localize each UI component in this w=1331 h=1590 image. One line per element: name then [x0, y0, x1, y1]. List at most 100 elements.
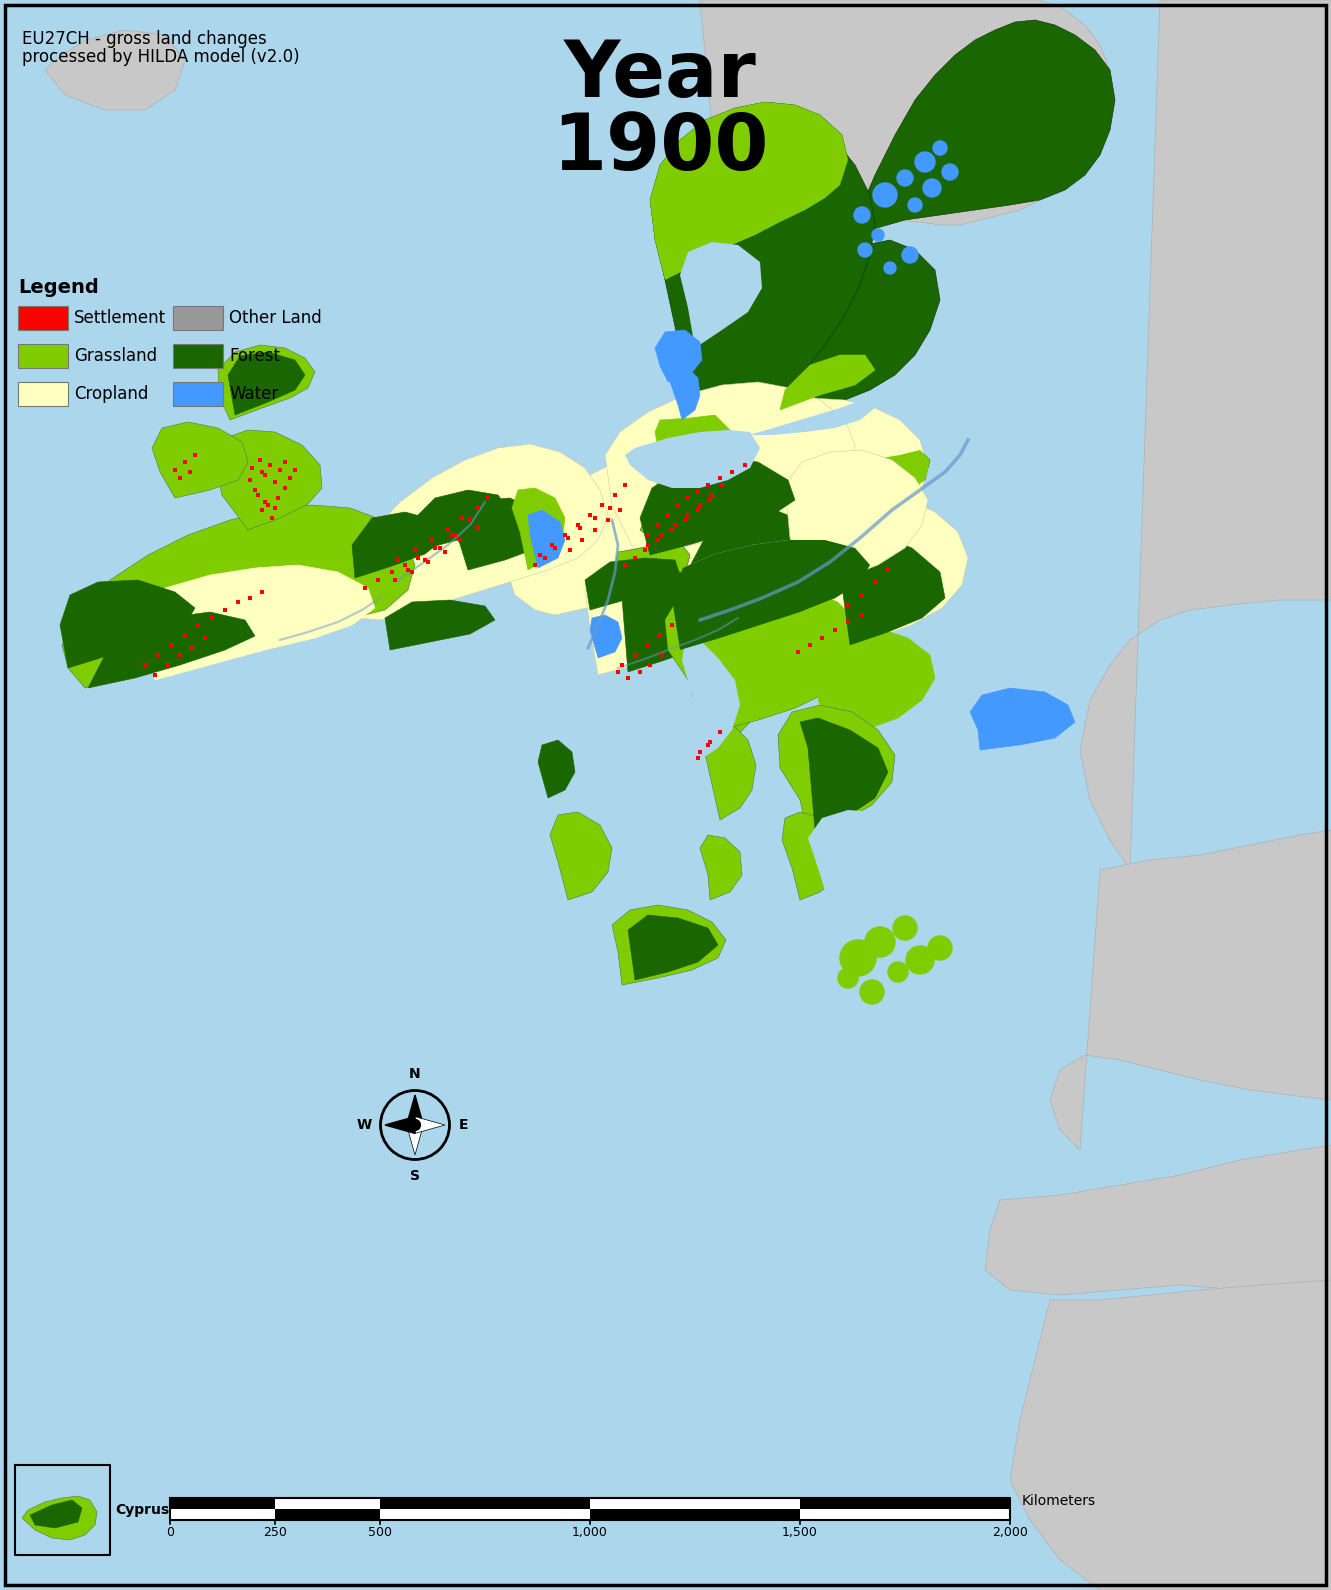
Polygon shape — [1010, 1280, 1331, 1590]
Polygon shape — [528, 510, 564, 568]
Polygon shape — [700, 835, 741, 900]
Text: 2,000: 2,000 — [992, 1526, 1028, 1539]
Circle shape — [933, 142, 946, 154]
Text: Settlement: Settlement — [75, 308, 166, 328]
Text: EU27CH - gross land changes: EU27CH - gross land changes — [23, 30, 266, 48]
Polygon shape — [170, 1509, 276, 1520]
Text: 1900: 1900 — [552, 110, 768, 186]
Polygon shape — [785, 450, 928, 590]
Polygon shape — [612, 905, 725, 984]
Polygon shape — [680, 242, 763, 348]
Polygon shape — [855, 21, 1115, 261]
Polygon shape — [31, 1499, 83, 1528]
Polygon shape — [406, 1126, 423, 1154]
Polygon shape — [655, 331, 701, 382]
Polygon shape — [538, 739, 575, 798]
Circle shape — [922, 180, 941, 197]
Polygon shape — [808, 809, 920, 900]
Circle shape — [872, 229, 884, 242]
Circle shape — [888, 962, 908, 983]
Text: 0: 0 — [166, 1526, 174, 1539]
Polygon shape — [840, 534, 945, 646]
Polygon shape — [615, 541, 689, 591]
Polygon shape — [415, 1116, 445, 1134]
Text: 1,500: 1,500 — [783, 1526, 819, 1539]
Text: W: W — [357, 1118, 371, 1132]
Polygon shape — [379, 1498, 590, 1509]
Polygon shape — [1079, 0, 1331, 870]
Polygon shape — [586, 555, 760, 676]
Circle shape — [410, 1119, 421, 1130]
Circle shape — [858, 243, 872, 258]
Bar — [173, 382, 224, 405]
Polygon shape — [650, 102, 848, 280]
Polygon shape — [606, 382, 855, 558]
Polygon shape — [590, 615, 622, 658]
Polygon shape — [748, 398, 874, 436]
Circle shape — [893, 916, 917, 940]
Polygon shape — [342, 444, 608, 620]
Polygon shape — [140, 564, 375, 681]
Polygon shape — [780, 450, 930, 507]
Text: Legend: Legend — [19, 278, 98, 297]
Polygon shape — [512, 488, 564, 569]
Polygon shape — [152, 421, 248, 498]
Text: E: E — [458, 1118, 469, 1132]
Polygon shape — [680, 510, 811, 585]
Polygon shape — [779, 704, 894, 835]
Polygon shape — [504, 398, 928, 615]
Polygon shape — [550, 812, 612, 900]
Circle shape — [908, 199, 922, 211]
Polygon shape — [800, 719, 888, 830]
Polygon shape — [640, 458, 795, 555]
Polygon shape — [760, 240, 940, 420]
Bar — [19, 382, 68, 405]
Polygon shape — [15, 1464, 110, 1555]
Polygon shape — [218, 345, 315, 420]
Polygon shape — [45, 30, 185, 110]
Polygon shape — [672, 541, 870, 650]
Text: Year: Year — [563, 37, 756, 113]
Polygon shape — [681, 641, 740, 760]
Polygon shape — [63, 506, 415, 688]
Circle shape — [840, 940, 876, 976]
Text: Cyprus: Cyprus — [114, 1503, 169, 1517]
Circle shape — [865, 927, 894, 957]
Text: N: N — [409, 1067, 421, 1081]
Polygon shape — [626, 429, 760, 488]
Polygon shape — [276, 1509, 379, 1520]
Text: S: S — [410, 1169, 421, 1183]
Bar — [173, 305, 224, 331]
Polygon shape — [590, 1509, 800, 1520]
Text: Kilometers: Kilometers — [1022, 1495, 1097, 1507]
Polygon shape — [700, 719, 756, 820]
Polygon shape — [276, 1498, 379, 1509]
Circle shape — [897, 170, 913, 186]
Polygon shape — [622, 572, 748, 673]
Text: Water: Water — [229, 385, 278, 402]
Polygon shape — [688, 631, 763, 752]
Polygon shape — [780, 450, 930, 507]
Circle shape — [873, 183, 897, 207]
Bar — [173, 343, 224, 367]
Polygon shape — [666, 580, 865, 730]
Polygon shape — [88, 612, 256, 688]
Polygon shape — [808, 628, 934, 739]
Polygon shape — [783, 812, 845, 900]
Bar — [19, 305, 68, 331]
Text: 500: 500 — [367, 1526, 393, 1539]
Polygon shape — [406, 1096, 423, 1126]
Text: Grassland: Grassland — [75, 347, 157, 366]
Polygon shape — [23, 1496, 97, 1541]
Polygon shape — [800, 1509, 1010, 1520]
Circle shape — [906, 946, 934, 975]
Circle shape — [902, 246, 918, 262]
Polygon shape — [800, 1498, 1010, 1509]
Bar — [19, 343, 68, 367]
Polygon shape — [415, 490, 510, 550]
Text: Other Land: Other Land — [229, 308, 322, 328]
Polygon shape — [780, 355, 874, 410]
Polygon shape — [586, 558, 680, 611]
Polygon shape — [628, 914, 717, 979]
Polygon shape — [351, 512, 445, 579]
